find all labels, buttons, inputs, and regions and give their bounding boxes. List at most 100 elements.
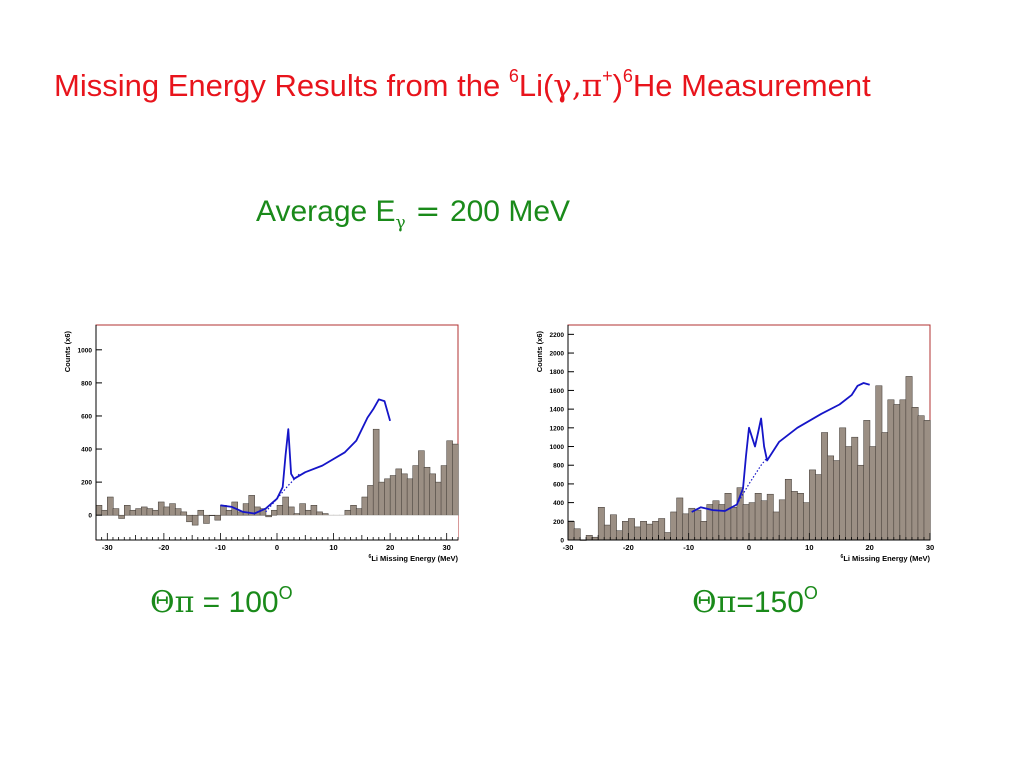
histogram-bar	[293, 513, 301, 516]
background-fit-dotted	[265, 473, 301, 513]
histogram-bar	[101, 509, 108, 516]
histogram-bar	[869, 446, 877, 541]
x-tick-label: 30	[443, 543, 451, 552]
caption-theta: Θ	[150, 585, 175, 620]
x-tick-label: -10	[683, 543, 694, 552]
histogram-bar	[350, 505, 357, 516]
histogram-bar	[435, 481, 442, 516]
histogram-bar	[646, 523, 654, 541]
x-axis-label: 6Li Missing Energy (MeV)	[841, 554, 931, 563]
y-tick-label: 600	[81, 413, 92, 420]
histogram-bar	[406, 478, 414, 516]
y-tick-label: 1600	[550, 388, 565, 395]
y-tick-label: 1800	[550, 369, 565, 376]
histogram-bar	[609, 514, 617, 541]
histogram-chart-left: 0 200 400 600 800 1000 -30 -20 -10 0 10 20 30 6Li Mis…	[63, 324, 459, 563]
histogram-bar	[833, 460, 841, 541]
histogram-bar	[821, 432, 828, 541]
histogram-bar	[124, 505, 131, 516]
y-tick-label: 200	[553, 519, 564, 526]
histogram-bar	[766, 493, 774, 541]
caption-value: =150	[736, 586, 804, 619]
title-gamma: γ	[553, 68, 572, 104]
histogram-bar	[664, 532, 672, 541]
histogram-bar	[670, 511, 678, 541]
histogram-bar	[658, 518, 666, 541]
histogram-bar	[316, 511, 323, 516]
histogram-bar	[603, 524, 611, 541]
y-axis-label: Counts (x6)	[535, 330, 544, 372]
x-tick-label: 20	[386, 543, 394, 552]
caption-degree: O	[278, 583, 293, 603]
y-tick-label: 800	[81, 380, 92, 387]
histogram-bar	[815, 474, 822, 541]
histogram-bar	[169, 503, 176, 516]
histogram-bar	[423, 466, 431, 516]
histogram-bar	[95, 505, 103, 516]
histogram-bar	[322, 513, 329, 516]
background-fit-dotted	[736, 457, 768, 505]
histogram-bar	[107, 496, 114, 516]
histogram-bar	[163, 506, 171, 516]
histogram-bar	[418, 450, 425, 516]
histogram-bar	[135, 508, 142, 516]
histogram-bar	[355, 508, 363, 516]
histogram-bar	[754, 493, 762, 541]
histogram-chart-right: 0200400600800100012001400160018002000220…	[535, 324, 934, 563]
caption-pi: π	[174, 585, 195, 620]
histogram-bar	[186, 514, 193, 523]
y-tick-label: 200	[81, 480, 92, 487]
histogram-bar	[344, 509, 352, 516]
y-tick-label: 1000	[550, 444, 565, 451]
histogram-bar	[724, 493, 732, 541]
histogram-bar	[118, 514, 125, 519]
histogram-bar	[152, 509, 159, 516]
histogram-bar	[367, 485, 374, 516]
histogram-bar	[622, 521, 629, 541]
histogram-bar	[197, 509, 205, 516]
histogram-bar	[288, 506, 295, 516]
histogram-bar	[299, 503, 306, 516]
histogram-bar	[384, 478, 391, 516]
y-axis-label: Counts (x6)	[63, 330, 72, 372]
histogram-bar	[180, 511, 188, 516]
caption-theta-100: Θπ = 100O	[150, 583, 293, 620]
histogram-bar	[141, 506, 148, 516]
y-tick-label: 1000	[78, 347, 93, 354]
histogram-bar	[790, 491, 798, 541]
histogram-bar	[634, 526, 641, 541]
y-tick-label: 400	[553, 500, 564, 507]
histogram-bar	[628, 518, 635, 541]
histogram-bar	[899, 399, 907, 541]
histogram-bar	[585, 535, 593, 541]
histogram-bar	[863, 420, 871, 541]
caption-degree: O	[803, 583, 818, 603]
title-he: He Measurement	[632, 68, 871, 103]
histogram-bar	[730, 507, 738, 541]
histogram-bar	[378, 481, 386, 516]
y-tick-label: 0	[560, 538, 564, 545]
histogram-bar	[911, 407, 919, 541]
title-close: )	[612, 68, 623, 103]
y-tick-label: 1400	[550, 407, 565, 414]
x-tick-label: -20	[158, 543, 169, 552]
histogram-bar	[887, 399, 895, 541]
x-tick-label: 0	[747, 543, 751, 552]
histogram-bar	[803, 502, 810, 541]
x-axis-label: 6Li Missing Energy (MeV)	[369, 554, 459, 563]
histogram-bar	[742, 504, 750, 541]
histogram-bar	[857, 464, 865, 541]
x-tick-label: 0	[275, 543, 279, 552]
subtitle-value: 200 MeV	[449, 195, 571, 228]
histogram-bar	[797, 493, 804, 541]
histogram-bar	[265, 514, 272, 518]
histogram-bar	[881, 432, 889, 541]
caption-pi: π	[716, 585, 737, 620]
histogram-bar	[271, 509, 278, 516]
histogram-bar	[146, 508, 154, 516]
histogram-bar	[401, 473, 408, 516]
y-tick-label: 400	[81, 447, 92, 454]
y-tick-label: 600	[553, 481, 564, 488]
subtitle-equals: =	[405, 194, 450, 229]
histogram-bar	[310, 505, 318, 516]
